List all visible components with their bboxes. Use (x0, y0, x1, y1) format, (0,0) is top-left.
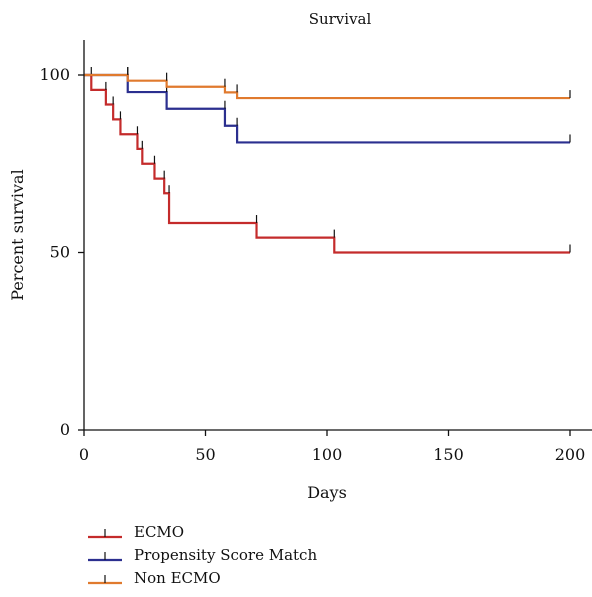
series-layer (84, 67, 571, 254)
legend-swatch (88, 551, 122, 561)
x-tick-label: 50 (195, 445, 215, 464)
legend: ECMO Propensity Score Match Non ECMO (88, 520, 317, 589)
x-axis-label: Days (307, 483, 347, 502)
legend-label: ECMO (134, 522, 185, 541)
survival-chart: Survival 0 50 100 150 200 0 50 100 Days Percen… (8, 10, 592, 502)
chart-title: Survival (309, 10, 372, 28)
x-tick-label: 0 (79, 445, 89, 464)
series-line-ecmo (84, 73, 570, 254)
y-tick-label: 100 (39, 65, 70, 84)
x-ticks: 0 50 100 150 200 (79, 430, 585, 464)
legend-item: Non ECMO (88, 566, 317, 589)
legend-label: Non ECMO (134, 568, 221, 587)
legend-swatch (88, 528, 122, 538)
series-line-propensity-score-match (84, 73, 570, 144)
x-tick-label: 150 (433, 445, 464, 464)
y-ticks: 0 50 100 (39, 65, 84, 439)
y-tick-label: 0 (60, 420, 70, 439)
legend-item: ECMO (88, 520, 317, 543)
legend-swatch (88, 574, 122, 584)
y-tick-label: 50 (50, 243, 70, 262)
series-line-non-ecmo (84, 73, 570, 100)
legend-label: Propensity Score Match (134, 545, 318, 564)
x-tick-label: 100 (312, 445, 343, 464)
y-axis-label: Percent survival (8, 169, 27, 300)
legend-item: Propensity Score Match (88, 543, 317, 566)
x-tick-label: 200 (555, 445, 586, 464)
